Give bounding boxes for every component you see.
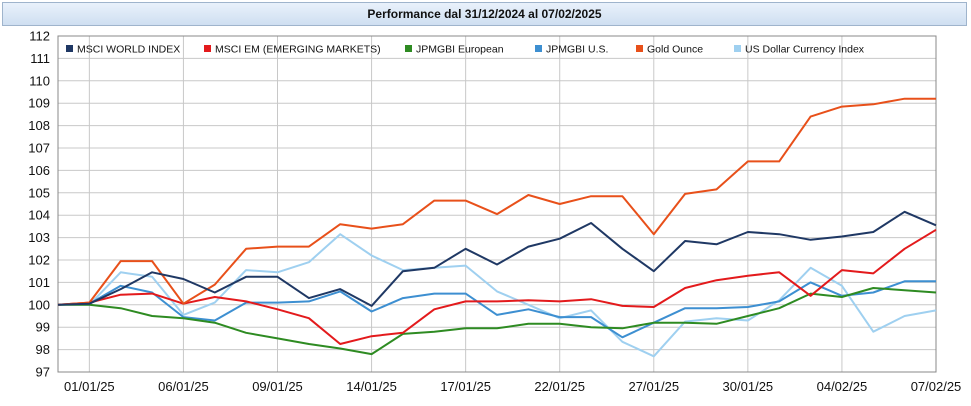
legend: MSCI WORLD INDEX MSCI EM (EMERGING MARKET… [66,44,865,56]
y-tick-label: 101 [28,275,50,290]
y-tick-label: 105 [28,185,50,200]
legend-label: MSCI WORLD INDEX [77,44,180,56]
series-line-6 [58,233,937,358]
series-line-5 [57,97,936,306]
y-tick-label: 108 [28,118,50,133]
y-tick-label: 109 [28,96,50,111]
x-tick-label: 07/02/25 [911,379,962,394]
y-tick-label: 100 [28,297,50,312]
x-tick-label: 01/01/25 [64,379,115,394]
legend-label: JPMGBI European [416,44,504,56]
series-lines [57,97,937,358]
y-tick-label: 107 [28,141,50,156]
y-tick-label: 99 [36,320,50,335]
chart-title: Performance dal 31/12/2024 al 07/02/2025 [2,2,967,26]
series-line-1 [57,210,937,307]
grid-lines [58,35,937,373]
x-tick-label: 30/01/25 [723,379,774,394]
legend-swatch [636,45,643,52]
x-tick-label: 22/01/25 [534,379,585,394]
x-tick-label: 06/01/25 [158,379,209,394]
legend-item: JPMGBI European [405,44,504,56]
legend-item: MSCI WORLD INDEX [66,44,180,56]
x-tick-label: 17/01/25 [440,379,491,394]
x-tick-label: 27/01/25 [628,379,679,394]
y-tick-label: 111 [30,51,50,66]
x-tick-label: 14/01/25 [346,379,397,394]
series-line-4 [57,280,936,339]
legend-swatch [405,45,412,52]
legend-swatch [204,45,211,52]
legend-item: Gold Ounce [636,44,703,56]
legend-item: JPMGBI U.S. [535,44,608,56]
axes: 97 98 99 100 101 102 103 104 105 106 107 108 109 110 1… [28,29,961,395]
x-tick-label: 04/02/25 [817,379,868,394]
y-tick-label: 102 [28,253,50,268]
x-tick-label: 09/01/25 [252,379,303,394]
legend-item: US Dollar Currency Index [734,44,865,56]
legend-swatch [734,45,741,52]
series-line-3 [58,287,937,356]
legend-label: JPMGBI U.S. [546,44,608,56]
y-tick-label: 110 [29,73,50,88]
plot-frame [57,35,937,373]
legend-swatch [535,45,542,52]
legend-label: Gold Ounce [647,44,703,56]
legend-item: MSCI EM (EMERGING MARKETS) [204,44,381,56]
y-tick-label: 104 [28,208,50,223]
series-line-2 [57,228,937,345]
legend-label: MSCI EM (EMERGING MARKETS) [215,44,381,56]
legend-swatch [66,45,73,52]
y-tick-label: 98 [36,342,50,357]
y-tick-label: 97 [36,365,50,380]
y-tick-label: 103 [28,230,50,245]
y-tick-label: 112 [29,29,50,44]
y-tick-label: 106 [28,163,50,178]
legend-label: US Dollar Currency Index [745,44,865,56]
